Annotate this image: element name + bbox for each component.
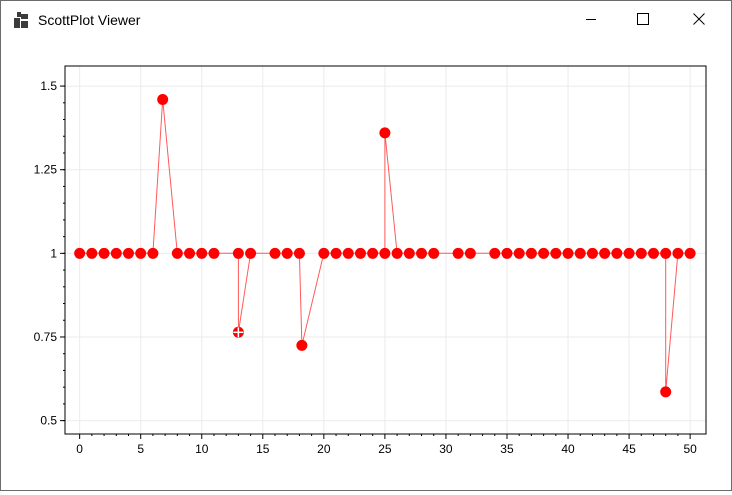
data-point[interactable] bbox=[110, 247, 122, 259]
data-point[interactable] bbox=[391, 247, 403, 259]
title-bar[interactable]: ScottPlot Viewer bbox=[1, 1, 731, 40]
data-point[interactable] bbox=[330, 247, 342, 259]
data-point[interactable] bbox=[501, 247, 513, 259]
y-tick-label: 1.5 bbox=[40, 79, 57, 93]
scatter-plot[interactable]: 0 5 10 15 20 25 30 35 40 45 50 0.5 0.75 1 1.25 1.5 bbox=[1, 40, 731, 490]
app-window-icon bbox=[14, 12, 30, 28]
data-point[interactable] bbox=[184, 247, 196, 259]
x-tick-label: 20 bbox=[317, 442, 331, 456]
data-point[interactable] bbox=[623, 247, 635, 259]
data-point[interactable] bbox=[367, 247, 379, 259]
plot-frame bbox=[64, 65, 707, 435]
data-point[interactable] bbox=[196, 247, 208, 259]
data-point[interactable] bbox=[684, 247, 696, 259]
data-point[interactable] bbox=[647, 247, 659, 259]
plot-area[interactable]: 0 5 10 15 20 25 30 35 40 45 50 0.5 0.75 1 1.25 1.5 bbox=[1, 40, 731, 490]
data-point[interactable] bbox=[562, 247, 574, 259]
data-point[interactable] bbox=[354, 247, 366, 259]
data-point[interactable] bbox=[157, 93, 169, 105]
data-point[interactable] bbox=[98, 247, 110, 259]
data-point[interactable] bbox=[293, 247, 305, 259]
x-tick-label: 10 bbox=[195, 442, 209, 456]
data-point[interactable] bbox=[428, 247, 440, 259]
data-point[interactable] bbox=[538, 247, 550, 259]
data-point[interactable] bbox=[171, 247, 183, 259]
data-point[interactable] bbox=[135, 247, 147, 259]
data-point[interactable] bbox=[574, 247, 586, 259]
x-tick-label: 45 bbox=[622, 442, 636, 456]
data-point[interactable] bbox=[599, 247, 611, 259]
data-point[interactable] bbox=[318, 247, 330, 259]
data-point[interactable] bbox=[296, 339, 308, 351]
data-point[interactable] bbox=[464, 247, 476, 259]
data-point[interactable] bbox=[245, 247, 257, 259]
data-point[interactable] bbox=[416, 247, 428, 259]
minimize-button[interactable] bbox=[568, 1, 614, 40]
data-point[interactable] bbox=[586, 247, 598, 259]
x-tick-label: 15 bbox=[256, 442, 270, 456]
close-button[interactable] bbox=[676, 1, 722, 40]
data-point[interactable] bbox=[550, 247, 562, 259]
data-point[interactable] bbox=[342, 247, 354, 259]
data-point[interactable] bbox=[379, 127, 391, 139]
x-tick-label: 50 bbox=[683, 442, 697, 456]
data-point[interactable] bbox=[86, 247, 98, 259]
y-tick-label: 0.75 bbox=[34, 330, 58, 344]
x-tick-label: 40 bbox=[561, 442, 575, 456]
data-point[interactable] bbox=[513, 247, 525, 259]
data-point[interactable] bbox=[269, 247, 281, 259]
data-point[interactable] bbox=[489, 247, 501, 259]
data-point[interactable] bbox=[611, 247, 623, 259]
maximize-button[interactable] bbox=[620, 1, 666, 40]
x-tick-label: 35 bbox=[500, 442, 514, 456]
window-title: ScottPlot Viewer bbox=[38, 12, 141, 28]
maximize-icon bbox=[637, 12, 649, 30]
data-point[interactable] bbox=[208, 247, 220, 259]
close-icon bbox=[693, 12, 705, 30]
data-point[interactable] bbox=[452, 247, 464, 259]
x-tick-label: 5 bbox=[137, 442, 144, 456]
data-point[interactable] bbox=[147, 247, 159, 259]
data-point[interactable] bbox=[379, 247, 391, 259]
data-point[interactable] bbox=[672, 247, 684, 259]
minimize-icon bbox=[585, 12, 597, 30]
y-tick-label: 0.5 bbox=[40, 414, 57, 428]
data-point[interactable] bbox=[660, 247, 672, 259]
data-point[interactable] bbox=[635, 247, 647, 259]
x-tick-label: 25 bbox=[378, 442, 392, 456]
y-tick-label: 1 bbox=[50, 246, 57, 260]
x-tick-label: 0 bbox=[76, 442, 83, 456]
data-point[interactable] bbox=[281, 247, 293, 259]
y-tick-label: 1.25 bbox=[34, 163, 58, 177]
data-point[interactable] bbox=[525, 247, 537, 259]
data-point[interactable] bbox=[232, 247, 244, 259]
data-point[interactable] bbox=[74, 247, 86, 259]
data-point[interactable] bbox=[403, 247, 415, 259]
data-point[interactable] bbox=[660, 386, 672, 398]
data-point[interactable] bbox=[122, 247, 134, 259]
x-tick-label: 30 bbox=[439, 442, 453, 456]
